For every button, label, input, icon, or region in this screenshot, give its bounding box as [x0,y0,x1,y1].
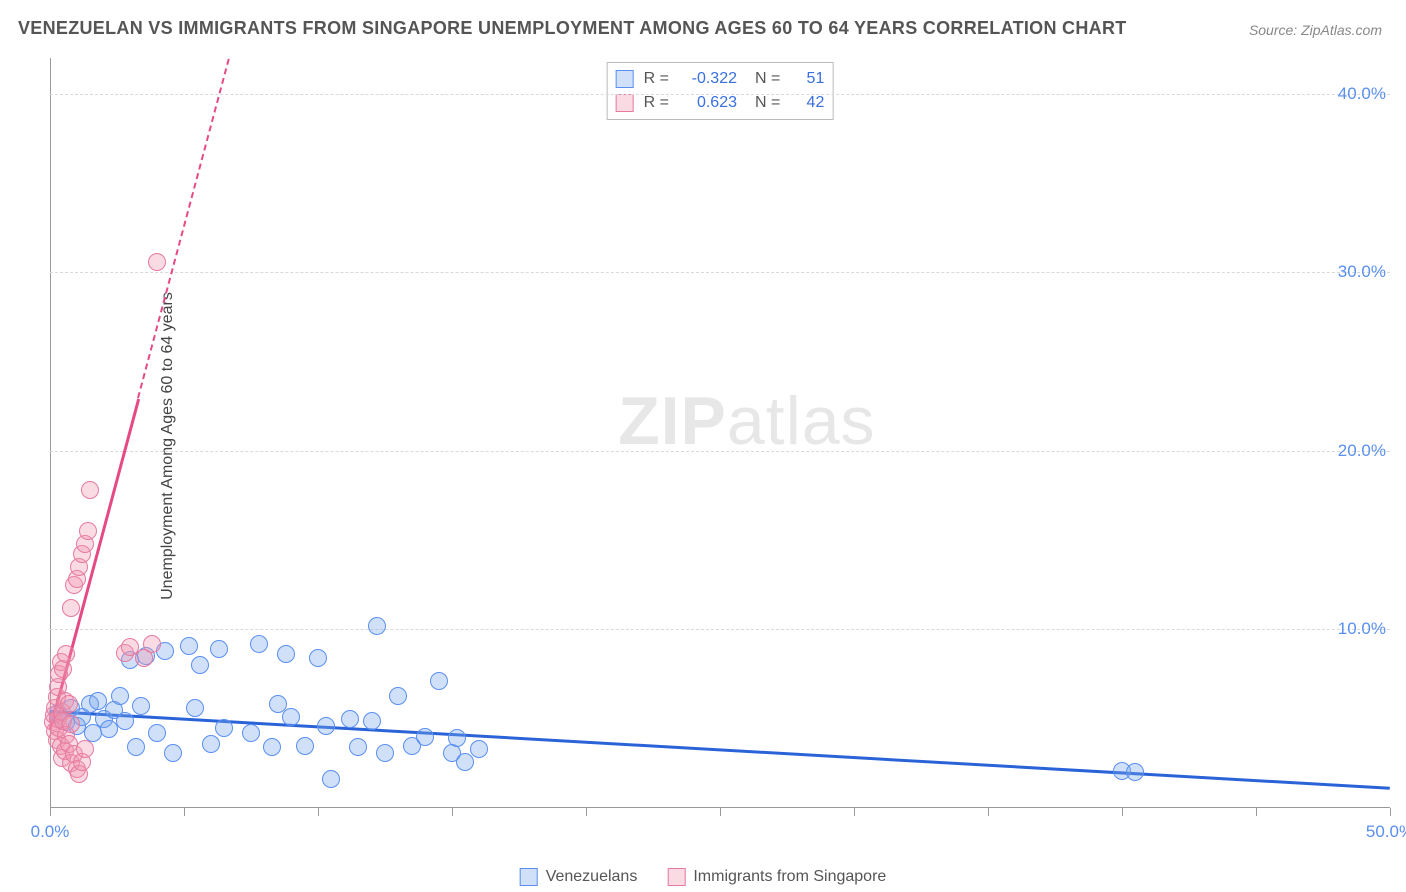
source-label: Source: ZipAtlas.com [1249,22,1382,38]
data-point [202,735,220,753]
x-tick-label: 0.0% [31,822,70,842]
data-point [322,770,340,788]
data-point [363,712,381,730]
data-point [341,710,359,728]
x-tick [1390,808,1391,816]
data-point [81,481,99,499]
y-tick-label: 40.0% [1316,84,1386,104]
data-point [250,635,268,653]
data-point [242,724,260,742]
gridline [50,272,1390,273]
x-tick [50,808,51,816]
data-point [349,738,367,756]
x-tick [720,808,721,816]
data-point [60,695,78,713]
data-point [127,738,145,756]
x-tick [1256,808,1257,816]
data-point [277,645,295,663]
data-point [76,740,94,758]
data-point [263,738,281,756]
data-point [317,717,335,735]
data-point [79,522,97,540]
x-tick [988,808,989,816]
data-point [62,599,80,617]
legend-swatch [667,868,685,886]
legend-swatch [616,94,634,112]
y-tick-label: 20.0% [1316,441,1386,461]
watermark: ZIPatlas [618,382,875,460]
data-point [116,712,134,730]
legend-swatch [520,868,538,886]
data-point [100,720,118,738]
data-point [470,740,488,758]
y-tick-label: 30.0% [1316,262,1386,282]
legend-swatch [616,70,634,88]
data-point [148,724,166,742]
data-point [62,715,80,733]
legend: Venezuelans Immigrants from Singapore [520,868,887,886]
data-point [215,719,233,737]
data-point [376,744,394,762]
data-point [430,672,448,690]
gridline [50,94,1390,95]
x-tick [1122,808,1123,816]
stats-row: R =-0.322N =51 [616,67,825,91]
data-point [191,656,209,674]
gridline [50,629,1390,630]
data-point [143,635,161,653]
y-tick-label: 10.0% [1316,619,1386,639]
data-point [389,687,407,705]
x-tick-label: 50.0% [1366,822,1406,842]
data-point [282,708,300,726]
x-tick [586,808,587,816]
data-point [57,645,75,663]
plot-area: ZIPatlas R =-0.322N =51R =0.623N =42 10.… [50,58,1390,848]
data-point [186,699,204,717]
data-point [368,617,386,635]
x-tick [318,808,319,816]
data-point [1126,763,1144,781]
legend-item: Immigrants from Singapore [667,868,886,886]
data-point [448,729,466,747]
data-point [164,744,182,762]
chart-title: VENEZUELAN VS IMMIGRANTS FROM SINGAPORE … [18,18,1127,39]
data-point [416,728,434,746]
x-tick [452,808,453,816]
trend-line [137,59,230,399]
data-point [210,640,228,658]
x-tick [184,808,185,816]
legend-label: Venezuelans [546,868,638,886]
legend-item: Venezuelans [520,868,638,886]
data-point [132,697,150,715]
legend-label: Immigrants from Singapore [693,868,886,886]
data-point [309,649,327,667]
trend-line [50,710,1390,789]
data-point [111,687,129,705]
stats-box: R =-0.322N =51R =0.623N =42 [607,62,834,120]
data-point [148,253,166,271]
x-tick [854,808,855,816]
data-point [180,637,198,655]
data-point [296,737,314,755]
gridline [50,451,1390,452]
